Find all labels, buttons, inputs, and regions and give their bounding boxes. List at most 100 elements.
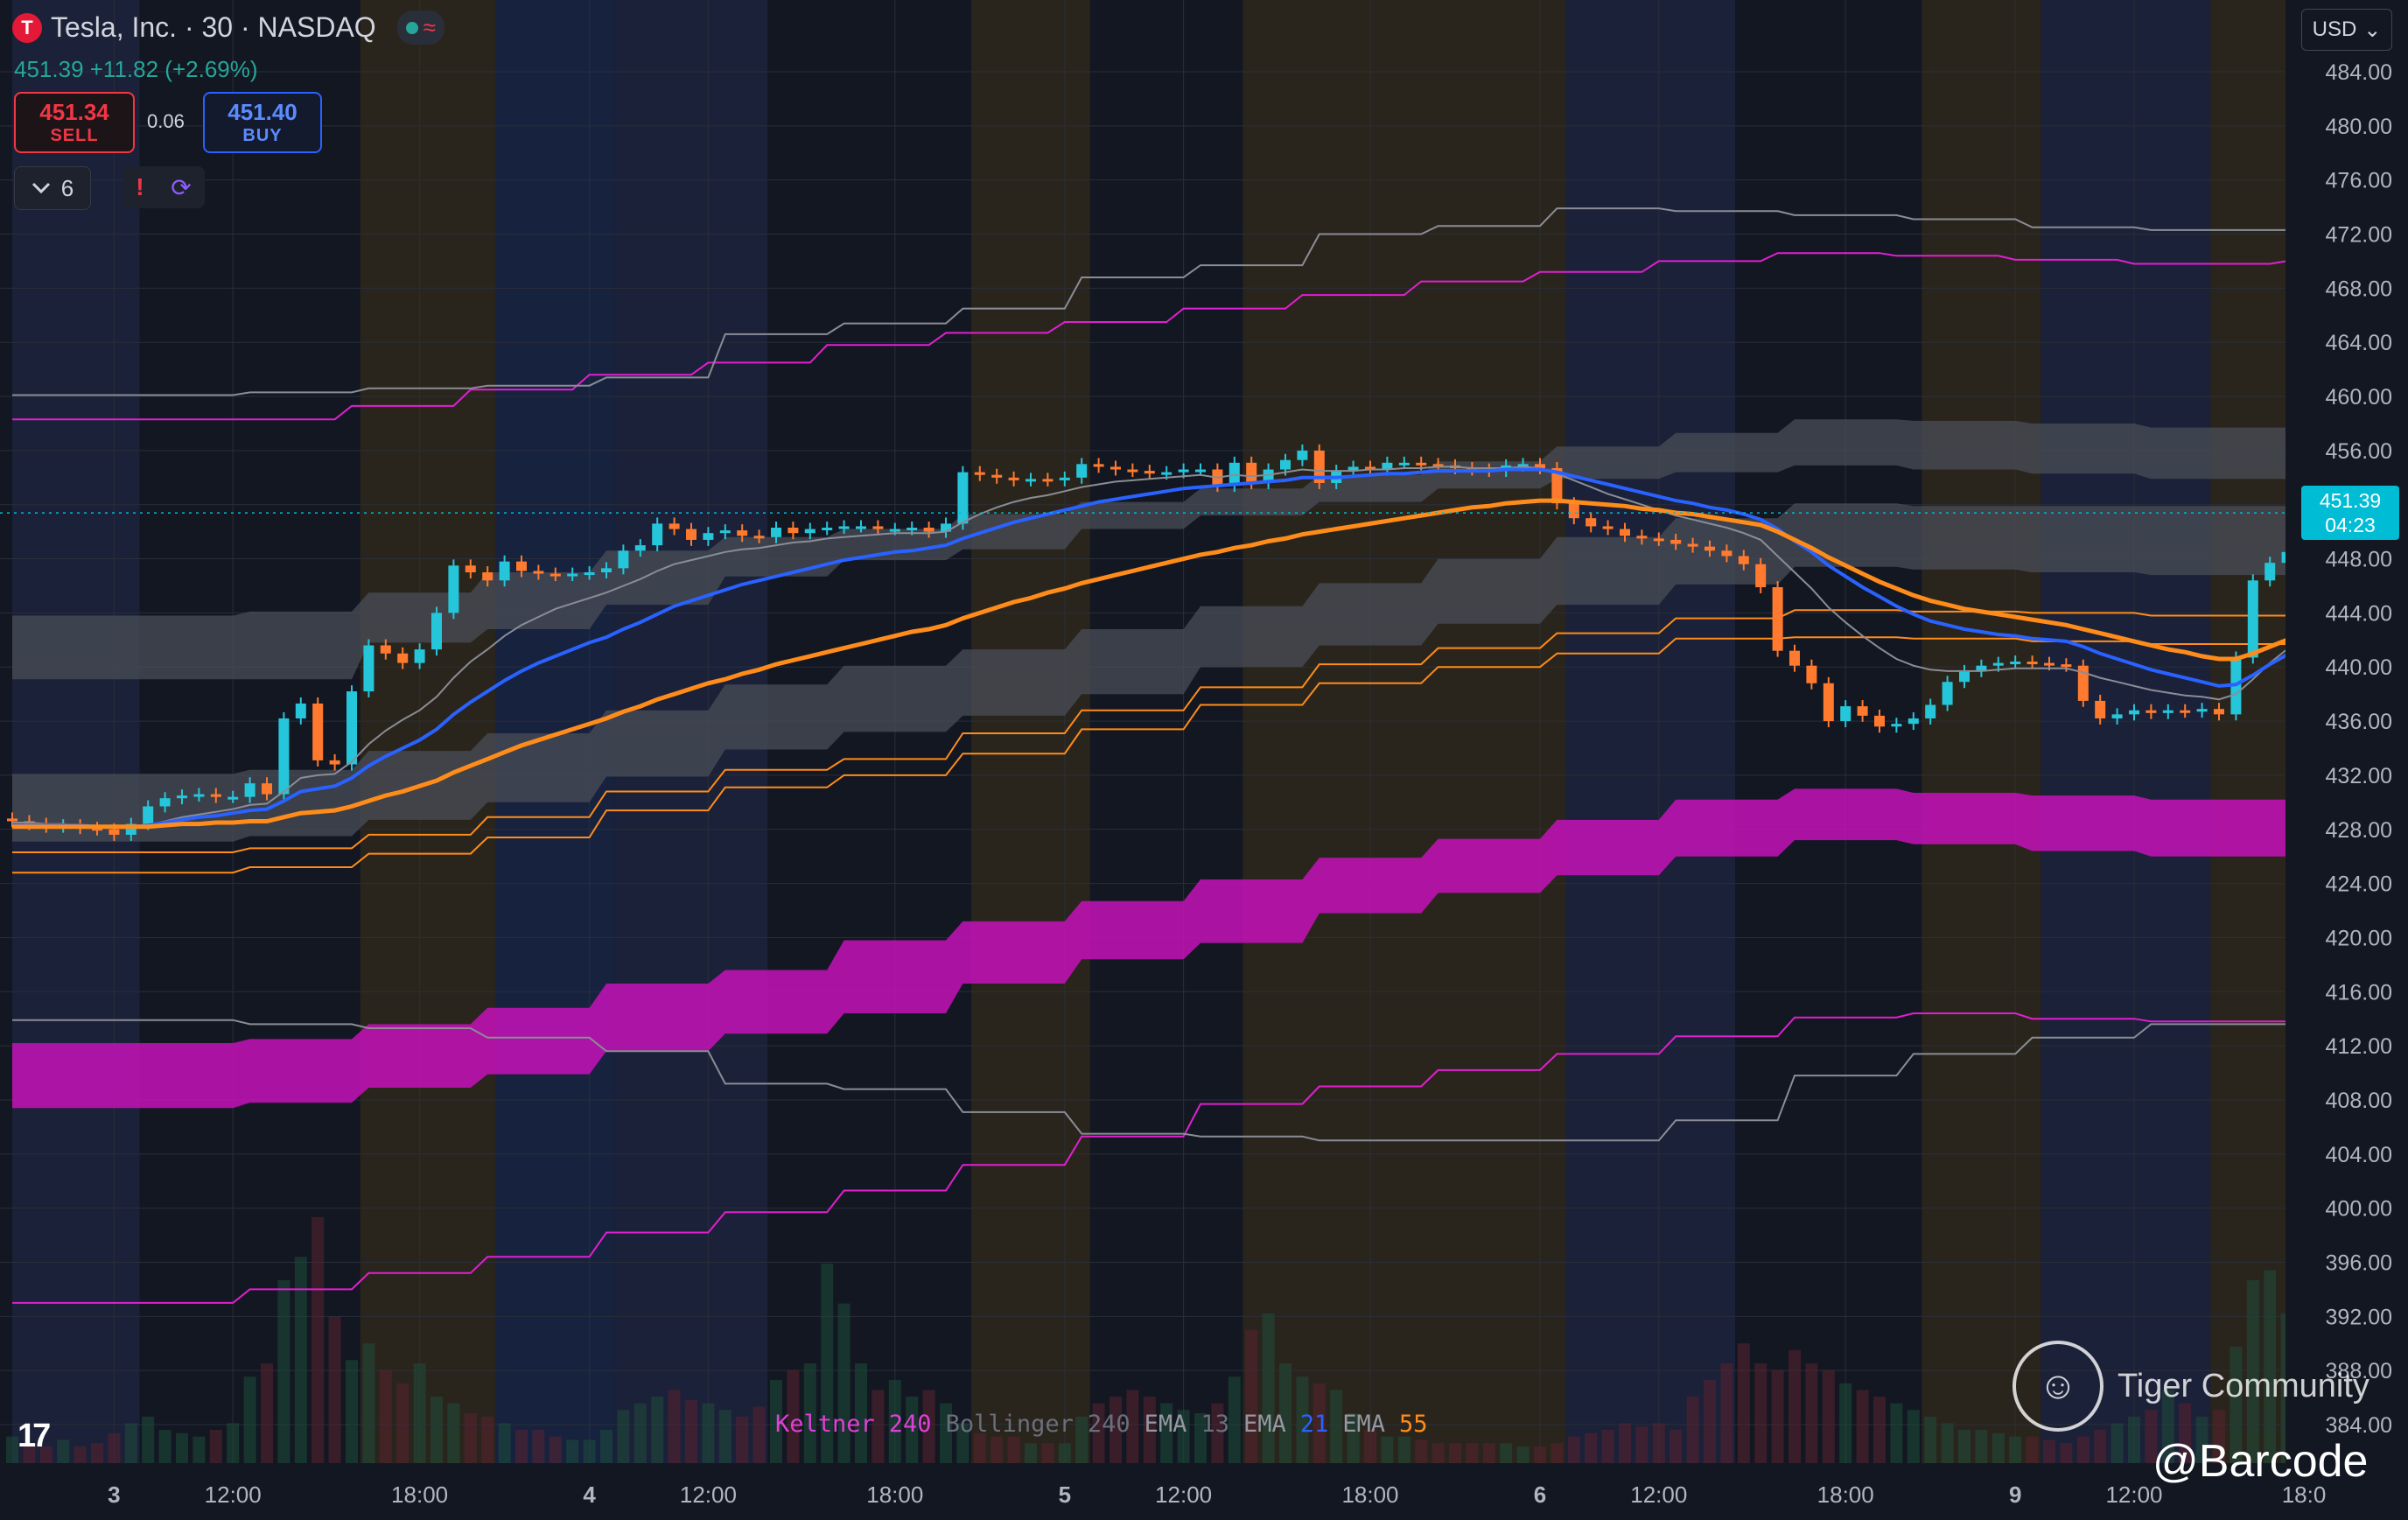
alerts-group[interactable]: ! ⟳ [122,166,205,208]
candle-body [1925,704,1936,718]
market-status[interactable]: ≈ [396,11,444,45]
price-axis-tick: 420.00 [2326,926,2392,950]
candle-body [262,783,272,795]
volume-bar [1466,1443,1479,1463]
volume-bar [1482,1443,1495,1463]
candle-body [1365,466,1376,470]
volume-bar [617,1410,630,1463]
volume-bar [1194,1413,1207,1463]
orange-channel-lower [12,620,2339,874]
symbol-header[interactable]: T Tesla, Inc. · 30 · NASDAQ ≈ [12,11,444,45]
volume-bar [1805,1363,1818,1463]
candle-body [686,529,696,540]
legend-param: 21 [1299,1411,1329,1438]
symbol-title[interactable]: Tesla, Inc. · 30 · NASDAQ [51,11,376,43]
volume-bar [294,1257,307,1463]
volume-bar [1296,1376,1309,1463]
tradingview-logo-icon[interactable]: 17 [18,1418,51,1454]
candle-body [533,571,544,574]
legend-param: 240 [888,1411,932,1438]
volume-bar [261,1363,273,1463]
candle-body [719,530,731,534]
candle-body [2162,710,2174,713]
price-axis-tick: 392.00 [2326,1305,2392,1329]
session-band-pre [1565,0,1736,1463]
ema-13-line [12,466,2322,830]
time-axis-tick: 12:00 [1155,1481,1212,1508]
candle-body [771,528,781,537]
volume-bar [2230,1347,2243,1463]
volume-bar [1415,1439,1428,1463]
price-axis-tick: 468.00 [2326,277,2392,301]
time-axis-tick: 6 [1534,1481,1546,1508]
volume-bar [23,1443,36,1463]
bar-countdown: 04:23 [2325,514,2376,537]
candle-body [1195,469,1206,473]
legend-name: Keltner [775,1411,875,1438]
price-axis-tick: 480.00 [2326,115,2392,139]
candle-body [2264,563,2276,581]
volume-bar [787,1369,800,1463]
volume-bar [1958,1430,1970,1463]
legend-param: 13 [1200,1411,1229,1438]
volume-bar [209,1430,222,1463]
price-axis-tick: 416.00 [2326,980,2392,1005]
legend-item-ema-21[interactable]: EMA 21 [1243,1411,1328,1438]
volume-bar [2161,1390,2174,1463]
candle-body [1313,450,1325,483]
volume-bar [1025,1443,1037,1463]
volume-bar [702,1403,715,1463]
volume-bar [413,1363,426,1463]
time-axis-tick: 3 [108,1481,120,1508]
volume-bar [549,1436,562,1463]
warning-icon[interactable]: ! [136,173,144,200]
price-axis-tick: 440.00 [2326,655,2392,680]
volume-bar [837,1303,850,1463]
volume-bar [1058,1443,1071,1463]
candle-body [346,691,357,765]
price-axis-tick: 448.00 [2326,548,2392,572]
orange-channel-upper [12,585,2339,853]
price-axis-tick: 476.00 [2326,169,2392,193]
keltner-upper-line [12,249,2321,421]
session-band-post [360,0,496,1463]
candle-body [753,536,765,539]
indicators-toggle[interactable]: 6 [14,166,91,210]
volume-bar [312,1216,325,1463]
volume-bar [1516,1446,1530,1463]
legend-item-ema-55[interactable]: EMA 55 [1342,1411,1427,1438]
volume-bar [379,1369,392,1463]
delayed-data-icon: ≈ [423,14,436,40]
candle-body [193,794,205,797]
volume-bar [158,1430,172,1463]
legend-name: EMA [1144,1411,1187,1438]
candle-body [2247,580,2258,658]
volume-bar [2094,1430,2107,1463]
buy-button[interactable]: 451.40 BUY [203,92,322,153]
candle-body [1992,662,2004,666]
legend-item-bollinger-240[interactable]: Bollinger 240 [946,1411,1130,1438]
sync-icon[interactable]: ⟳ [171,173,192,201]
candle-body [92,828,102,831]
volume-bar [346,1360,358,1463]
candle-body [668,523,680,529]
volume-bar [2195,1416,2208,1463]
volume-bar [1941,1423,1954,1463]
price-axis-tick: 400.00 [2326,1197,2392,1222]
candle-body [822,528,833,531]
candle-body [804,529,816,534]
candle-body [499,561,510,581]
candle-body [889,529,900,532]
volume-bar [1670,1430,1683,1463]
volume-bar [803,1363,816,1463]
sell-button[interactable]: 451.34 SELL [14,92,135,153]
legend-item-keltner-240[interactable]: Keltner 240 [775,1411,932,1438]
candle-body [448,565,459,613]
last-price-value: 451.39 [2319,489,2382,513]
volume-bar [2246,1280,2259,1463]
indicator-legend[interactable]: Keltner 240 Bollinger 240 EMA 13 EMA 21 EMA 55 [775,1411,1428,1438]
legend-item-ema-13[interactable]: EMA 13 [1144,1411,1229,1438]
volume-bar [685,1399,697,1463]
currency-selector[interactable]: USD ⌄ [2301,9,2392,51]
